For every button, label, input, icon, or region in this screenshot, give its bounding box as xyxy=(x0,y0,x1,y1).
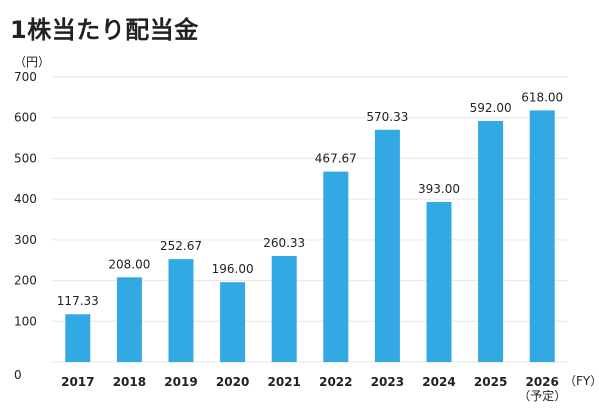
bar-2026 xyxy=(529,110,555,362)
value-label-2017: 117.33 xyxy=(57,294,99,308)
value-label-2021: 260.33 xyxy=(263,236,305,250)
value-label-2022: 467.67 xyxy=(315,152,357,166)
bar-2023 xyxy=(374,129,400,362)
value-label-2026: 618.00 xyxy=(521,90,563,104)
x-tick-label-2024: 2024 xyxy=(422,375,455,389)
value-label-2023: 570.33 xyxy=(366,110,408,124)
bar-2020 xyxy=(220,282,246,362)
bar-2022 xyxy=(323,171,349,362)
x-tick-note-2026: （予定） xyxy=(518,388,566,403)
y-tick-label: 100 xyxy=(14,314,37,328)
y-tick-label: 400 xyxy=(14,192,37,206)
x-tick-label-2022: 2022 xyxy=(319,375,352,389)
x-tick-label-2020: 2020 xyxy=(216,375,249,389)
x-tick-label-2021: 2021 xyxy=(267,375,300,389)
value-label-2025: 592.00 xyxy=(470,101,512,115)
value-label-2024: 393.00 xyxy=(418,182,460,196)
x-tick-label-2018: 2018 xyxy=(113,375,146,389)
y-tick-label: 500 xyxy=(14,151,37,165)
y-tick-label: 0 xyxy=(14,368,22,382)
x-axis-unit: （FY） xyxy=(564,374,599,388)
y-tick-label: 300 xyxy=(14,233,37,247)
value-label-2018: 208.00 xyxy=(108,257,150,271)
value-label-2020: 196.00 xyxy=(212,262,254,276)
y-tick-label: 200 xyxy=(14,274,37,288)
y-axis-unit: （円） xyxy=(14,55,50,69)
bar-2017 xyxy=(65,314,91,362)
bar-2024 xyxy=(426,201,452,362)
x-tick-label-2023: 2023 xyxy=(371,375,404,389)
y-tick-label: 700 xyxy=(14,70,37,84)
chart-title: 1株当たり配当金 xyxy=(10,16,199,44)
bar-2025 xyxy=(478,120,504,362)
bar-2021 xyxy=(271,256,297,362)
x-tick-label-2019: 2019 xyxy=(164,375,197,389)
bar-2019 xyxy=(168,259,194,362)
x-tick-label-2026: 2026 xyxy=(525,375,558,389)
x-tick-label-2017: 2017 xyxy=(61,375,94,389)
bar-2018 xyxy=(116,277,142,362)
x-tick-label-2025: 2025 xyxy=(474,375,507,389)
y-tick-label: 600 xyxy=(14,111,37,125)
value-label-2019: 252.67 xyxy=(160,239,202,253)
